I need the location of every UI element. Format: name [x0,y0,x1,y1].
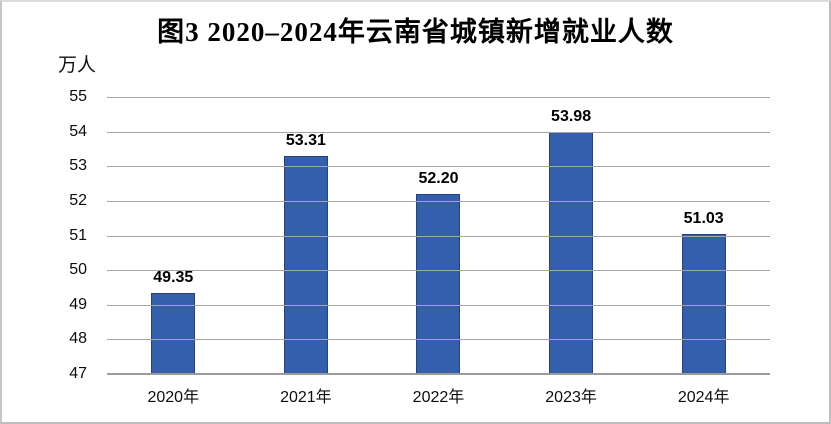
gridline [107,270,770,272]
gridline [107,131,770,133]
x-axis-line [107,373,770,375]
x-tick-label: 2021年 [280,389,332,406]
bar [416,193,461,374]
bar-slot: 53.31 [240,97,373,374]
y-tick-label: 51 [69,226,87,244]
y-tick-label: 48 [69,330,87,348]
bar [681,234,726,374]
x-tick-label: 2023年 [545,389,597,406]
y-tick-label: 50 [69,261,87,279]
bar [549,132,594,374]
bar-slot: 49.35 [107,97,240,374]
y-tick-label: 54 [69,122,87,140]
y-tick-label: 55 [69,88,87,105]
y-axis-unit-label: 万人 [58,55,97,76]
y-tick-label: 52 [69,191,87,209]
chart-title: 图3 2020–2024年云南省城镇新增就业人数 [157,17,674,47]
bar-slot: 52.20 [372,97,505,374]
x-tick-label: 2022年 [412,389,465,406]
x-tick-label: 2020年 [147,389,200,406]
bars-container: 49.35 53.31 52.20 53.98 51.03 [107,97,770,374]
bar-data-label: 53.31 [285,131,326,149]
bar-data-label: 52.20 [418,169,459,187]
y-tick-label: 49 [69,295,87,313]
plot-area: 49.35 53.31 52.20 53.98 51.03 [107,97,770,375]
y-tick-label: 47 [69,365,87,382]
bar-slot: 51.03 [637,97,770,374]
gridline [107,304,770,306]
bar-data-label: 51.03 [683,210,724,228]
bar [283,155,328,374]
y-tick-label: 53 [69,157,87,175]
x-axis-labels: 2020年 2021年 2022年 2023年 2024年 [107,383,770,407]
bar [151,292,196,374]
x-tick-label: 2024年 [677,389,730,406]
bar-data-label: 53.98 [551,108,592,126]
y-axis-labels: 47 48 49 50 51 52 53 54 55 [2,89,97,382]
gridline [107,97,770,98]
gridline [107,166,770,168]
gridline [107,200,770,202]
gridline [107,235,770,237]
gridline [107,339,770,341]
bar-data-label: 49.35 [153,268,194,286]
